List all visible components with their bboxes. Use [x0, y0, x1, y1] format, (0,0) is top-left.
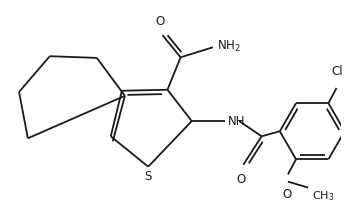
Text: Cl: Cl: [332, 65, 343, 78]
Text: CH$_3$: CH$_3$: [312, 189, 335, 203]
Text: S: S: [144, 170, 152, 183]
Text: O: O: [237, 173, 246, 186]
Text: NH$_2$: NH$_2$: [217, 39, 241, 54]
Text: NH: NH: [228, 115, 246, 128]
Text: O: O: [156, 15, 165, 28]
Text: O: O: [282, 188, 291, 201]
